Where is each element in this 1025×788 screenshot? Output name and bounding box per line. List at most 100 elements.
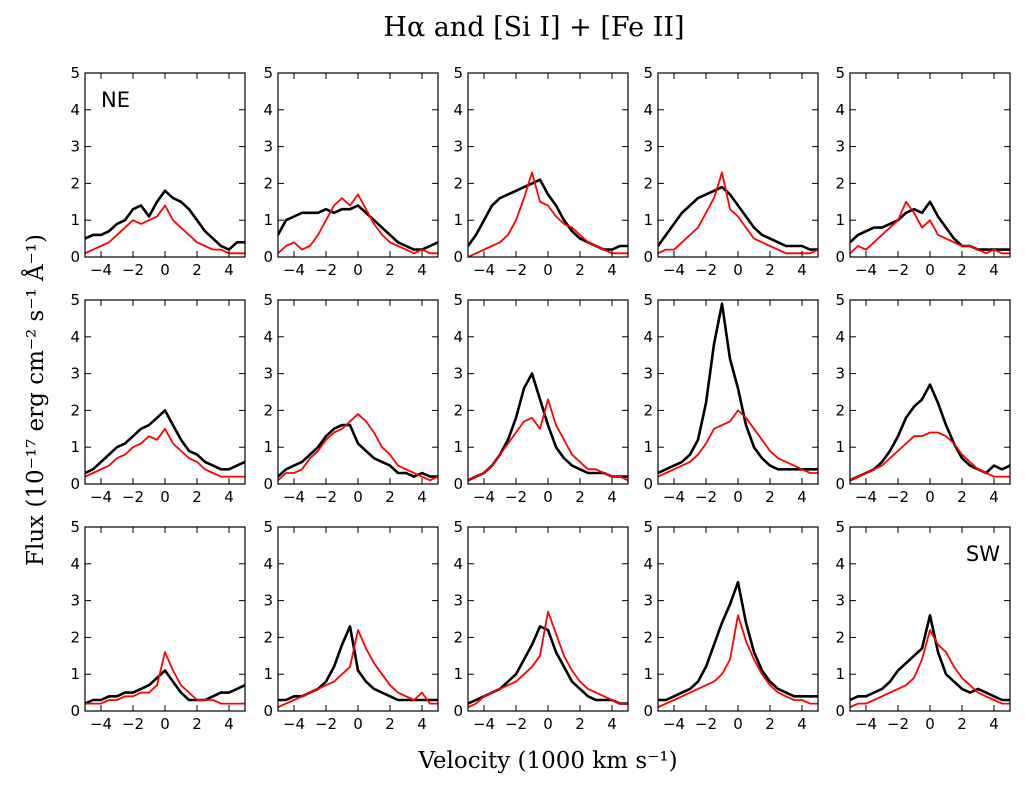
y-tick-label: 2 (453, 628, 463, 646)
x-tick-label: −4 (90, 261, 112, 279)
x-tick-label: 2 (957, 715, 967, 733)
panel-background (278, 527, 438, 711)
y-tick-label: 4 (453, 328, 463, 346)
panel-frame (277, 72, 439, 258)
y-tick-label: 4 (70, 555, 80, 573)
panel-1-5: −4 −2 0 2 4 0 1 2 3 4 5 (835, 64, 1011, 279)
x-tick-label: 4 (417, 488, 427, 506)
panel-region-label: SW (966, 542, 1000, 566)
x-tick-label: 0 (543, 488, 553, 506)
y-tick-label: 4 (70, 328, 80, 346)
y-tick-label: 0 (70, 248, 80, 266)
x-tick-label: 4 (224, 488, 234, 506)
y-tick-label: 0 (70, 475, 80, 493)
sife-line (658, 409, 818, 478)
y-tick-label: 0 (835, 475, 845, 493)
x-tick-label: 0 (353, 715, 363, 733)
x-tick-label: −4 (855, 261, 877, 279)
x-tick-label: 2 (765, 715, 775, 733)
x-tick-label: −4 (90, 715, 112, 733)
x-tick-label: 2 (385, 715, 395, 733)
y-tick-label: 5 (453, 518, 463, 536)
panel-2-4: −4 −2 0 2 4 0 1 2 3 4 5 (643, 291, 819, 506)
x-tick-label: 2 (957, 488, 967, 506)
y-tick-label: 2 (263, 174, 273, 192)
y-tick-label: 3 (643, 138, 653, 156)
panel-2-1: −4 −2 0 2 4 0 1 2 3 4 5 (70, 291, 246, 506)
panel-frame (849, 72, 1011, 258)
y-tick-label: 5 (263, 291, 273, 309)
y-tick-label: 5 (643, 518, 653, 536)
halpha-line (85, 669, 245, 705)
x-tick-label: 4 (797, 488, 807, 506)
x-tick-label: −2 (887, 488, 909, 506)
panel-frame (467, 72, 629, 258)
y-tick-label: 4 (643, 555, 653, 573)
x-tick-label: 2 (385, 488, 395, 506)
y-tick-label: 3 (835, 138, 845, 156)
halpha-line (278, 204, 438, 251)
y-tick-label: 3 (70, 138, 80, 156)
y-tick-label: 0 (70, 702, 80, 720)
x-tick-label: −2 (122, 261, 144, 279)
panel-frame (84, 72, 246, 258)
y-tick-label: 3 (263, 365, 273, 383)
y-tick-label: 1 (263, 211, 273, 229)
x-tick-label: 4 (417, 715, 427, 733)
y-tick-label: 2 (263, 401, 273, 419)
y-tick-label: 3 (643, 365, 653, 383)
y-tick-label: 4 (263, 101, 273, 119)
x-tick-label: 4 (607, 261, 617, 279)
y-tick-label: 2 (835, 628, 845, 646)
panel-background (468, 527, 628, 711)
sife-line (658, 614, 818, 709)
y-tick-label: 0 (453, 702, 463, 720)
panel-background (85, 73, 245, 257)
panel-frame (84, 526, 246, 712)
x-tick-label: −2 (505, 488, 527, 506)
panel-frame (657, 526, 819, 712)
sife-line (468, 398, 628, 482)
panel-1-4: −4 −2 0 2 4 0 1 2 3 4 5 (643, 64, 819, 279)
x-tick-label: 4 (797, 715, 807, 733)
x-tick-label: −2 (122, 488, 144, 506)
panel-region-label: NE (101, 88, 130, 112)
y-tick-label: 3 (70, 365, 80, 383)
panel-frame (467, 299, 629, 485)
panel-background (850, 300, 1010, 484)
sife-line (850, 629, 1010, 709)
y-tick-label: 5 (70, 64, 80, 82)
panel-frame (467, 526, 629, 712)
y-tick-label: 1 (453, 438, 463, 456)
panel-frame (657, 299, 819, 485)
sife-line (850, 200, 1010, 255)
x-tick-label: 2 (765, 488, 775, 506)
sife-line (850, 431, 1010, 482)
y-tick-label: 4 (70, 101, 80, 119)
x-tick-label: −2 (505, 261, 527, 279)
y-tick-label: 4 (835, 101, 845, 119)
x-tick-label: 0 (925, 261, 935, 279)
y-tick-label: 5 (835, 64, 845, 82)
x-tick-label: −2 (505, 715, 527, 733)
y-tick-label: 4 (643, 101, 653, 119)
y-tick-label: 1 (835, 438, 845, 456)
panel-frame (849, 299, 1011, 485)
y-tick-label: 1 (643, 665, 653, 683)
y-tick-label: 3 (263, 592, 273, 610)
x-tick-label: −4 (855, 488, 877, 506)
x-tick-label: −2 (315, 488, 337, 506)
x-tick-label: −2 (887, 261, 909, 279)
x-tick-label: 4 (989, 261, 999, 279)
sife-line (468, 171, 628, 257)
x-tick-label: −2 (695, 488, 717, 506)
x-tick-label: 2 (192, 261, 202, 279)
panel-1-3: −4 −2 0 2 4 0 1 2 3 4 5 (453, 64, 629, 279)
y-tick-label: 5 (70, 291, 80, 309)
x-tick-label: 0 (733, 261, 743, 279)
y-tick-label: 2 (835, 401, 845, 419)
x-tick-label: −2 (315, 715, 337, 733)
panel-1-1: −4 −2 0 2 4 0 1 2 3 4 5 NE (70, 64, 246, 279)
x-tick-label: 2 (575, 715, 585, 733)
